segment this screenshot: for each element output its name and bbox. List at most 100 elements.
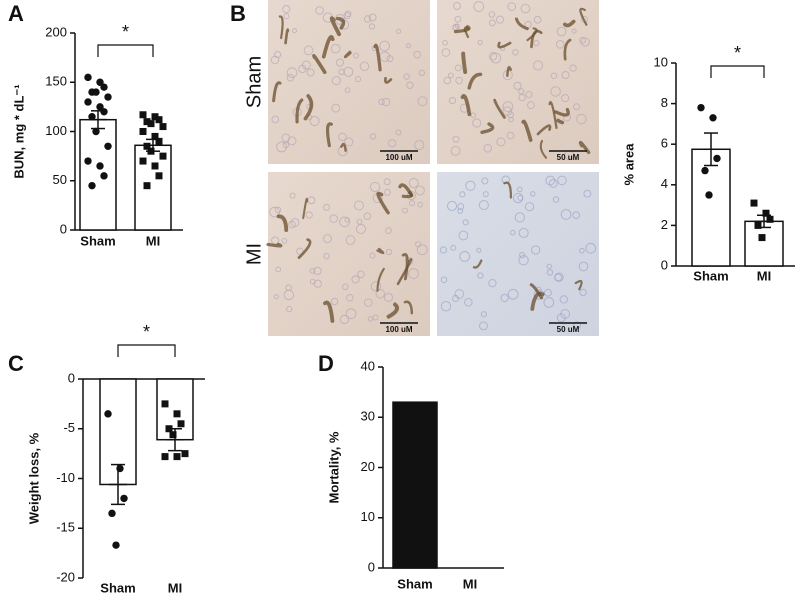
stained-tubule <box>401 252 409 281</box>
cell <box>555 39 565 49</box>
cell <box>561 94 570 103</box>
cell <box>500 293 509 303</box>
cell <box>576 113 587 125</box>
cell <box>533 15 542 24</box>
data-point <box>713 154 721 163</box>
cell <box>530 245 541 255</box>
cell <box>383 188 391 196</box>
cell <box>344 10 352 18</box>
stained-tubule <box>403 300 414 315</box>
significance-label: * <box>122 22 129 42</box>
cell <box>454 23 460 29</box>
cell <box>417 201 424 208</box>
cell <box>452 135 460 143</box>
stained-tubule <box>530 291 545 311</box>
data-point <box>139 111 147 119</box>
cell <box>462 219 469 226</box>
cell <box>550 72 558 79</box>
cell <box>368 23 376 30</box>
cell <box>453 2 461 10</box>
cell <box>339 216 350 228</box>
cell <box>395 129 402 136</box>
cell <box>447 72 454 79</box>
data-point <box>84 157 92 165</box>
stained-tubule <box>579 7 588 26</box>
cell <box>414 185 425 196</box>
cell <box>405 43 412 49</box>
cell <box>346 294 354 302</box>
y-tick-label: 6 <box>661 136 668 151</box>
cell <box>533 39 540 47</box>
cell <box>573 103 581 111</box>
y-tick-label: 40 <box>361 358 375 373</box>
cell <box>291 28 297 34</box>
cell <box>530 191 536 197</box>
data-point <box>159 152 167 160</box>
stained-tubule <box>461 51 468 75</box>
data-point <box>88 113 96 121</box>
stained-tubule <box>321 34 335 59</box>
data-point <box>84 98 92 106</box>
cell <box>477 39 483 46</box>
cell <box>578 261 589 272</box>
cell <box>323 203 331 211</box>
cell <box>488 278 497 288</box>
stained-tubule <box>340 142 347 152</box>
stained-tubule <box>539 139 548 159</box>
cell <box>282 141 290 149</box>
data-point <box>151 162 159 170</box>
stained-tubule <box>278 15 284 40</box>
cell <box>502 106 513 116</box>
y-axis-label: Mortality, % <box>326 431 341 503</box>
data-point <box>701 166 709 175</box>
y-tick-label: 2 <box>661 217 668 232</box>
cell <box>343 66 354 77</box>
cell <box>306 68 315 77</box>
cell <box>546 269 554 276</box>
cell <box>283 289 295 301</box>
cell <box>282 5 291 14</box>
cell <box>383 292 394 302</box>
cell <box>372 314 379 321</box>
stained-tubule <box>297 238 312 259</box>
cell <box>440 276 448 284</box>
y-tick-label: 20 <box>361 459 375 474</box>
cell <box>281 238 288 244</box>
cell <box>472 118 482 128</box>
cell <box>496 137 506 147</box>
stained-tubule <box>303 94 314 121</box>
stained-tubule <box>323 300 335 323</box>
cell <box>443 76 452 85</box>
cell <box>546 263 552 270</box>
data-point <box>173 453 181 461</box>
y-tick-label: 50 <box>53 172 67 187</box>
cell <box>270 55 280 65</box>
panel-letter: A <box>8 1 24 26</box>
cell <box>367 316 374 322</box>
cell <box>483 144 493 153</box>
cell <box>459 191 466 198</box>
x-tick-label: MI <box>168 580 182 595</box>
cell <box>579 288 587 297</box>
cell <box>440 301 452 312</box>
stained-tubule <box>553 107 570 117</box>
cell <box>286 67 298 79</box>
cell <box>301 60 311 70</box>
cell <box>481 177 489 185</box>
cell <box>359 61 370 72</box>
data-point <box>697 103 705 112</box>
data-point <box>104 410 112 418</box>
data-point <box>84 73 92 82</box>
data-point <box>108 509 116 518</box>
cell <box>517 194 524 201</box>
cell <box>414 139 425 151</box>
cell <box>344 217 350 223</box>
cell <box>286 73 295 82</box>
stained-tubule <box>548 101 558 130</box>
cell <box>370 281 382 292</box>
data-point <box>754 221 762 229</box>
y-tick-label: 100 <box>45 123 67 138</box>
stained-tubule <box>376 247 385 255</box>
stained-tubule <box>574 279 583 291</box>
stained-tubule <box>276 214 289 232</box>
